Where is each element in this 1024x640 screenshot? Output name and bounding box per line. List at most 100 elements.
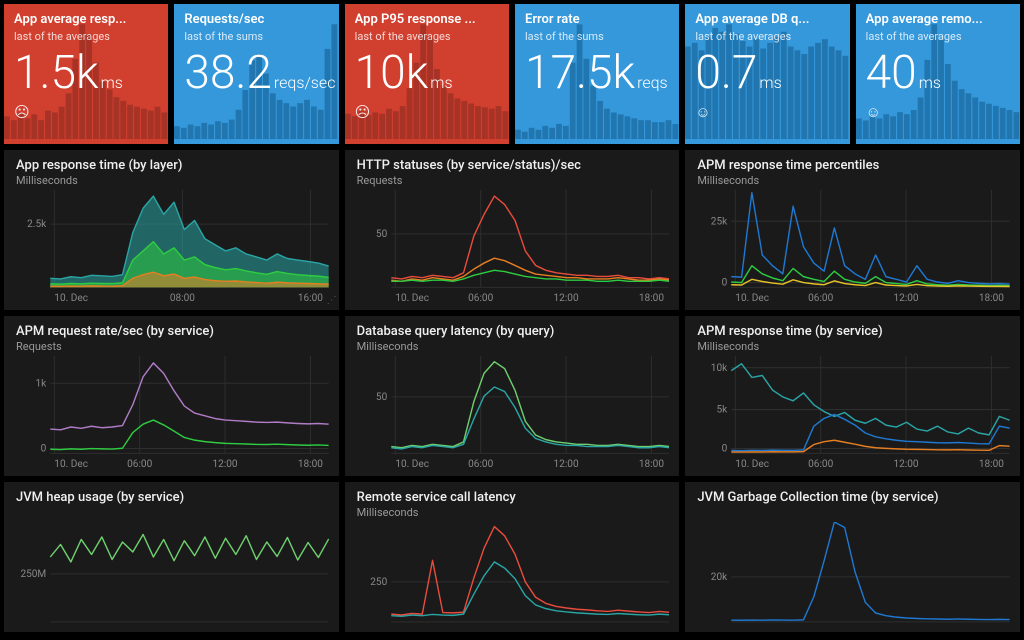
svg-text:08:00: 08:00 bbox=[170, 293, 195, 304]
chart-panel-1[interactable]: HTTP statuses (by service/status)/secReq… bbox=[345, 150, 680, 310]
svg-text:2.5k: 2.5k bbox=[27, 219, 47, 230]
stat-tiles-row: App average resp... last of the averages 1… bbox=[4, 4, 1020, 144]
svg-text:10. Dec: 10. Dec bbox=[736, 459, 770, 470]
stat-tile-sub: last of the averages bbox=[14, 30, 158, 43]
chart-panel-2[interactable]: APM response time percentilesMillisecond… bbox=[685, 150, 1020, 310]
stat-tile-value: 10kms bbox=[355, 49, 499, 97]
stat-tile-3[interactable]: Error rate last of the sums 17.5kreqs bbox=[515, 4, 679, 144]
svg-text:16:00: 16:00 bbox=[298, 293, 323, 304]
svg-text:5k: 5k bbox=[717, 405, 729, 416]
chart-title: APM response time percentiles bbox=[697, 158, 1010, 173]
chart-title: Remote service call latency bbox=[357, 490, 670, 505]
stat-tile-value: 0.7ms bbox=[695, 49, 839, 97]
svg-text:12:00: 12:00 bbox=[553, 459, 578, 470]
stat-tile-sub: last of the averages bbox=[695, 30, 839, 43]
svg-text:06:00: 06:00 bbox=[468, 293, 493, 304]
svg-text:250: 250 bbox=[370, 575, 387, 588]
resize-handle-icon[interactable]: ⋰ bbox=[327, 295, 335, 306]
svg-text:12:00: 12:00 bbox=[894, 293, 919, 304]
svg-text:10k: 10k bbox=[711, 363, 728, 374]
svg-text:0: 0 bbox=[41, 444, 47, 455]
charts-row-3: JVM heap usage (by service) 250M Remote se… bbox=[4, 482, 1020, 632]
svg-text:0: 0 bbox=[722, 444, 728, 455]
svg-text:06:00: 06:00 bbox=[468, 459, 493, 470]
stat-tile-value: 17.5kreqs bbox=[525, 49, 669, 97]
chart-subtitle: Milliseconds bbox=[16, 174, 329, 187]
svg-text:250M: 250M bbox=[20, 567, 46, 580]
chart-title: JVM Garbage Collection time (by service) bbox=[697, 490, 1010, 505]
chart-title: JVM heap usage (by service) bbox=[16, 490, 329, 505]
sad-face-icon: ☹ bbox=[355, 103, 499, 121]
svg-text:12:00: 12:00 bbox=[213, 459, 238, 470]
svg-text:12:00: 12:00 bbox=[553, 293, 578, 304]
chart-body: 20k bbox=[697, 522, 1010, 626]
smile-face-icon: ☺ bbox=[695, 103, 839, 121]
stat-tile-value: 1.5kms bbox=[14, 49, 158, 97]
chart-panel-6[interactable]: JVM heap usage (by service) 250M bbox=[4, 482, 339, 632]
svg-text:10. Dec: 10. Dec bbox=[395, 293, 429, 304]
svg-text:18:00: 18:00 bbox=[979, 459, 1004, 470]
stat-tile-value: 40ms bbox=[866, 49, 1010, 97]
svg-text:10. Dec: 10. Dec bbox=[736, 293, 770, 304]
chart-title: APM response time (by service) bbox=[697, 324, 1010, 339]
chart-body: 50 10. Dec 06:00 12:00 18:00 bbox=[357, 190, 670, 304]
chart-body: 5010. Dec06:0012:0018:00 bbox=[357, 356, 670, 470]
svg-text:25k: 25k bbox=[711, 216, 728, 227]
sad-face-icon: ☹ bbox=[14, 103, 158, 121]
stat-tile-5[interactable]: App average remo... last of the averages 4… bbox=[856, 4, 1020, 144]
chart-subtitle: Requests bbox=[357, 174, 670, 187]
chart-subtitle: Milliseconds bbox=[357, 506, 670, 519]
chart-body: 2.5k 10. Dec 08:00 16:00 bbox=[16, 190, 329, 304]
chart-panel-7[interactable]: Remote service call latencyMilliseconds 2… bbox=[345, 482, 680, 632]
smile-face-icon: ☺ bbox=[866, 103, 1010, 121]
stat-tile-sub: last of the sums bbox=[525, 30, 669, 43]
chart-subtitle: Requests bbox=[16, 340, 329, 353]
stat-tile-title: App P95 response ... bbox=[355, 12, 499, 28]
chart-body: 250 bbox=[357, 522, 670, 626]
svg-text:18:00: 18:00 bbox=[298, 459, 323, 470]
chart-subtitle: Milliseconds bbox=[697, 174, 1010, 187]
svg-text:10. Dec: 10. Dec bbox=[54, 293, 88, 304]
svg-text:1k: 1k bbox=[35, 378, 47, 389]
stat-tile-title: App average resp... bbox=[14, 12, 158, 28]
chart-body: 250M bbox=[16, 522, 329, 626]
chart-title: HTTP statuses (by service/status)/sec bbox=[357, 158, 670, 173]
chart-title: APM request rate/sec (by service) bbox=[16, 324, 329, 339]
stat-tile-1[interactable]: Requests/seclast of the sums38.2reqs/sec bbox=[174, 4, 338, 144]
svg-text:18:00: 18:00 bbox=[639, 293, 664, 304]
svg-text:10. Dec: 10. Dec bbox=[54, 459, 88, 470]
stat-tile-title: App average remo... bbox=[866, 12, 1010, 28]
svg-text:06:00: 06:00 bbox=[808, 293, 833, 304]
chart-body: 1k 0 10. Dec 06:00 12:00 18:00 bbox=[16, 356, 329, 470]
chart-subtitle: Milliseconds bbox=[357, 340, 670, 353]
chart-panel-4[interactable]: Database query latency (by query)Millise… bbox=[345, 316, 680, 476]
svg-text:06:00: 06:00 bbox=[127, 459, 152, 470]
chart-panel-8[interactable]: JVM Garbage Collection time (by service)… bbox=[685, 482, 1020, 632]
stat-tile-2[interactable]: App P95 response ... last of the averages… bbox=[345, 4, 509, 144]
chart-body: 10k5k010. Dec06:0012:0018:00 bbox=[697, 356, 1010, 470]
chart-title: App response time (by layer) bbox=[16, 158, 329, 173]
chart-body: 25k010. Dec06:0012:0018:00 bbox=[697, 190, 1010, 304]
chart-subtitle: Milliseconds bbox=[697, 340, 1010, 353]
stat-tile-value: 38.2reqs/sec bbox=[184, 49, 328, 97]
stat-tile-title: Error rate bbox=[525, 12, 669, 28]
chart-panel-3[interactable]: APM request rate/sec (by service)Request… bbox=[4, 316, 339, 476]
svg-text:18:00: 18:00 bbox=[979, 293, 1004, 304]
svg-text:50: 50 bbox=[376, 229, 388, 240]
chart-panel-5[interactable]: APM response time (by service)Millisecon… bbox=[685, 316, 1020, 476]
stat-tile-sub: last of the sums bbox=[184, 30, 328, 43]
svg-text:10. Dec: 10. Dec bbox=[395, 459, 429, 470]
svg-text:12:00: 12:00 bbox=[894, 459, 919, 470]
charts-row-2: APM request rate/sec (by service)Request… bbox=[4, 316, 1020, 476]
stat-tile-0[interactable]: App average resp... last of the averages 1… bbox=[4, 4, 168, 144]
svg-text:20k: 20k bbox=[711, 570, 728, 583]
dashboard-grid: App average resp... last of the averages 1… bbox=[0, 0, 1024, 632]
chart-panel-0[interactable]: App response time (by layer)Milliseconds… bbox=[4, 150, 339, 310]
charts-row-1: App response time (by layer)Milliseconds… bbox=[4, 150, 1020, 310]
stat-tile-sub: last of the averages bbox=[355, 30, 499, 43]
stat-tile-title: App average DB q... bbox=[695, 12, 839, 28]
stat-tile-4[interactable]: App average DB q... last of the averages 0… bbox=[685, 4, 849, 144]
svg-text:18:00: 18:00 bbox=[639, 459, 664, 470]
chart-title: Database query latency (by query) bbox=[357, 324, 670, 339]
stat-tile-sub: last of the averages bbox=[866, 30, 1010, 43]
